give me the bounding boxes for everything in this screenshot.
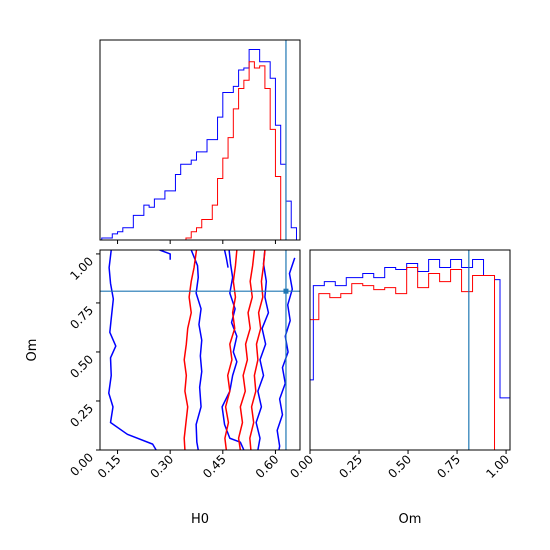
om-histogram-series-1 (310, 267, 510, 450)
om-tick-label-4: 1.00 (67, 254, 96, 283)
om-tick-label-3: 0.75 (434, 452, 463, 481)
om-marginal-axis-title: Om (399, 512, 422, 527)
truth-point-marker (283, 288, 289, 294)
contour-line-2 (190, 250, 203, 450)
om-marginal-frame (309, 249, 511, 451)
h0-om-contour-panel: 0.15 0.30 0.45 0.60 0.00 0.25 0.50 0.75 1.00 H0… (25, 249, 301, 527)
om-histogram-series (310, 259, 510, 450)
om-tick-label-1: 0.25 (336, 452, 365, 481)
h0-histogram-series (100, 49, 300, 240)
h0-tick-label-2: 0.45 (200, 452, 229, 481)
om-tick-label-0: 0.00 (67, 450, 96, 479)
contour-line-8 (224, 250, 238, 450)
om-marginal-panel: 0.00 0.25 0.50 0.75 1.00 Om (287, 249, 512, 527)
contour-line-9 (237, 250, 256, 450)
contour-line-5 (255, 250, 270, 450)
contour-line-0 (108, 250, 157, 450)
contour-frame (99, 249, 301, 451)
contour-line-1 (159, 250, 171, 260)
h0-tick-label-1: 0.30 (148, 452, 177, 481)
om-tick-label-4: 1.00 (483, 452, 512, 481)
h0-marginal-frame (99, 39, 301, 241)
contour-lines (108, 250, 296, 450)
om-tick-label-0: 0.00 (287, 452, 316, 481)
om-marginal-ticks: 0.00 0.25 0.50 0.75 1.00 (287, 450, 512, 481)
h0-tick-label-0: 0.15 (95, 452, 124, 481)
om-axis-ticks: 0.00 0.25 0.50 0.75 1.00 (67, 253, 100, 479)
om-axis-title: Om (25, 339, 40, 362)
h0-marginal-ticks (117, 240, 276, 244)
h0-histogram-series-0 (100, 49, 300, 240)
om-tick-label-2: 0.50 (67, 352, 96, 381)
om-tick-label-2: 0.50 (385, 452, 414, 481)
om-tick-label-1: 0.25 (67, 401, 96, 430)
h0-marginal-panel (99, 39, 301, 244)
h0-axis-title: H0 (191, 512, 209, 527)
om-histogram-series-0 (310, 259, 510, 399)
contour-line-10 (249, 250, 266, 450)
h0-tick-label-3: 0.60 (253, 452, 282, 481)
h0-histogram-series-1 (100, 61, 300, 240)
h0-axis-ticks: 0.15 0.30 0.45 0.60 (95, 450, 282, 481)
contour-line-7 (183, 250, 198, 450)
om-tick-label-3: 0.75 (67, 303, 96, 332)
contour-line-6 (276, 257, 296, 450)
contour-line-3 (223, 250, 229, 268)
